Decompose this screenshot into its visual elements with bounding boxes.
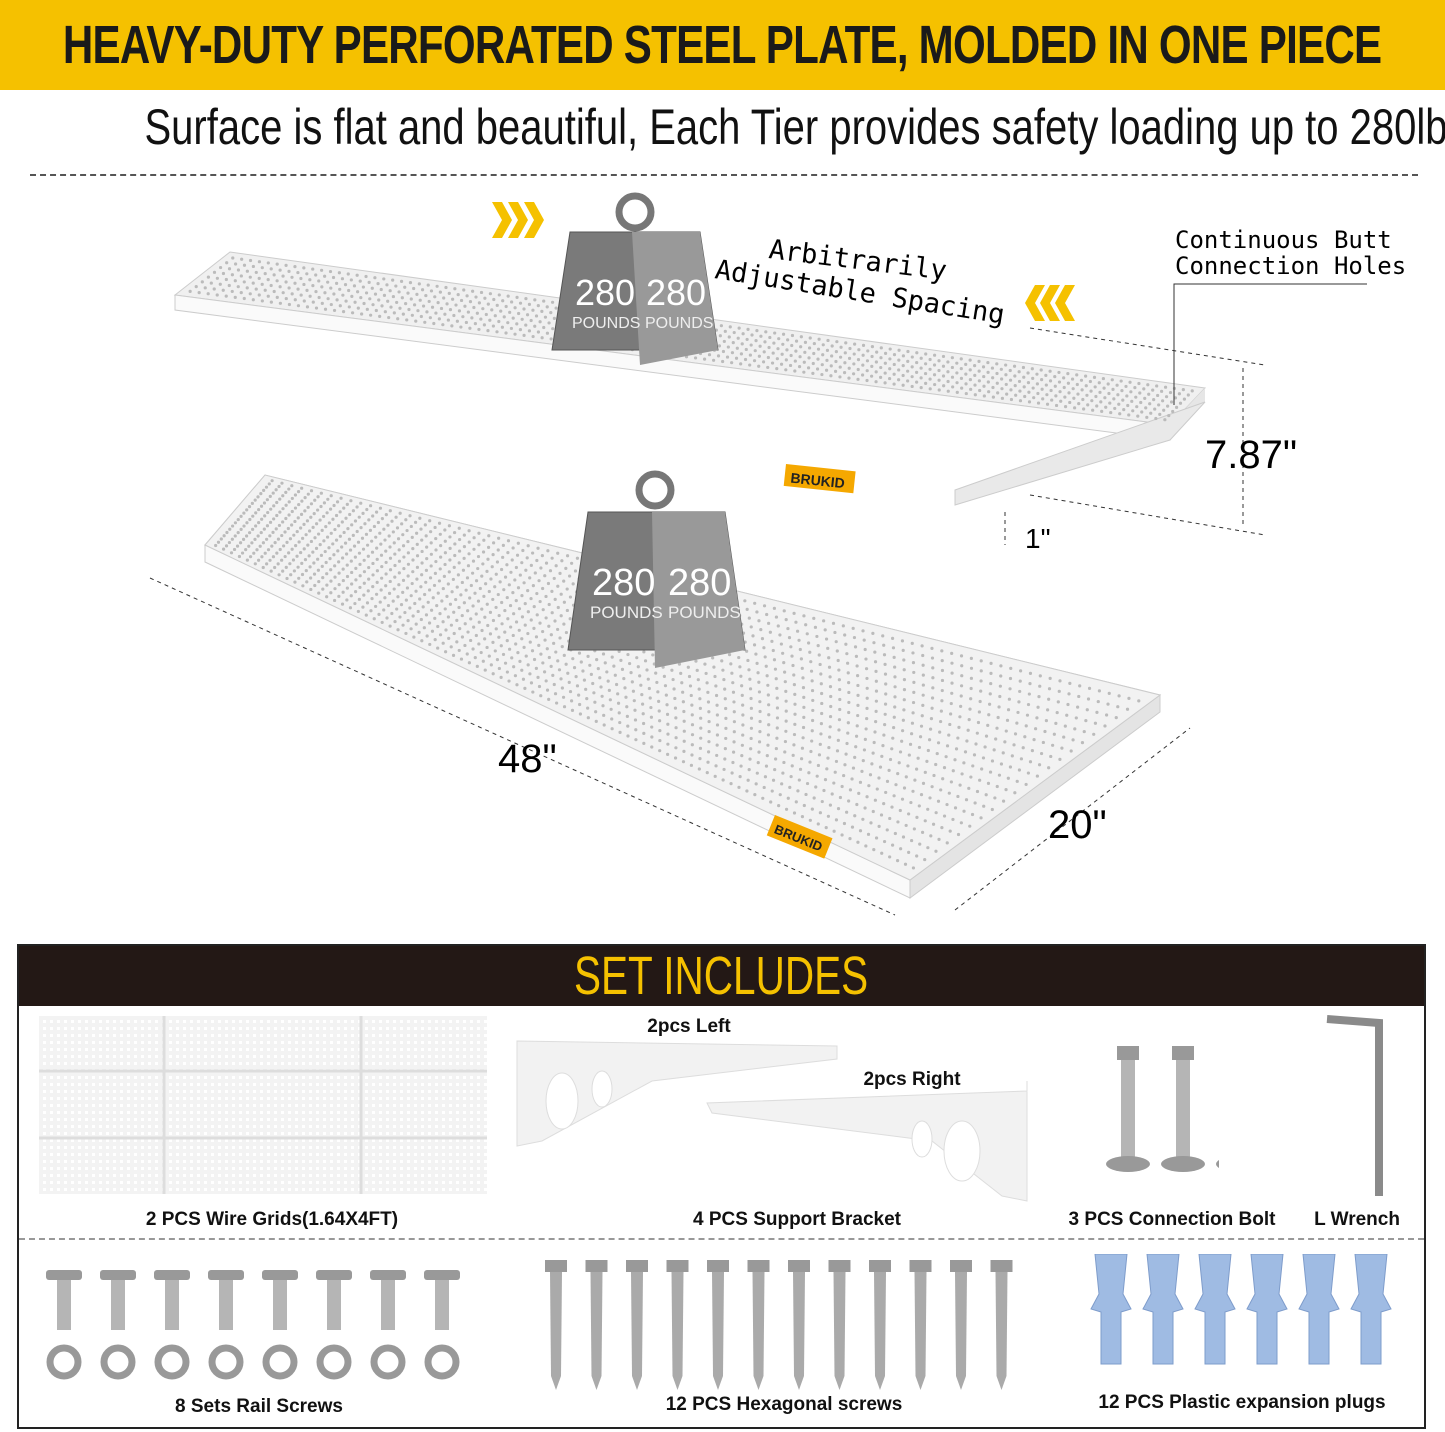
item-label: 2 PCS Wire Grids(1.64X4FT) (145, 1209, 399, 1230)
set-includes-panel: SET INCLUDES 2pcs Left 2pcs Right 2 PCS … (17, 944, 1426, 1429)
weight-unit: POUNDS (645, 315, 713, 332)
brand-label: BRUKID (790, 470, 846, 492)
weight-lower: 280 280 POUNDS POUNDS (567, 470, 746, 668)
item-label: 8 Sets Rail Screws (175, 1396, 343, 1417)
item-label: 12 PCS Hexagonal screws (665, 1394, 903, 1415)
depth-dimension: 20" (1048, 803, 1107, 847)
connection-bolt-image (1106, 1046, 1219, 1172)
weight-value: 280 (592, 562, 655, 604)
thickness-dimension: 1" (1025, 523, 1051, 554)
chevron-right-icon (492, 202, 544, 238)
subtitle: Surface is flat and beautiful, Each Tier… (144, 99, 1445, 155)
divider (30, 174, 1418, 176)
height-dimension: 7.87" (1205, 433, 1297, 477)
expansion-plugs-image (1090, 1254, 1392, 1365)
bracket-right-label: 2pcs Right (863, 1069, 961, 1090)
item-label: 4 PCS Support Bracket (693, 1209, 901, 1230)
weight-upper: 280 280 POUNDS POUNDS (551, 192, 719, 365)
item-label: 3 PCS Connection Bolt (1068, 1209, 1276, 1230)
weight-unit: POUNDS (572, 315, 640, 332)
divider (19, 1238, 1424, 1240)
rail-screws-image (46, 1270, 460, 1380)
set-includes-title: SET INCLUDES (574, 946, 869, 1006)
length-dimension: 48" (498, 737, 557, 781)
bracket-left-label: 2pcs Left (647, 1016, 731, 1037)
wire-grid-image (39, 1016, 487, 1194)
weight-value: 280 (646, 272, 706, 313)
set-includes-header: SET INCLUDES (19, 946, 1424, 1006)
holes-label: Continuous Butt (1175, 226, 1392, 254)
support-bracket-image (516, 1040, 1028, 1202)
weight-unit: POUNDS (590, 603, 663, 622)
item-label: 12 PCS Plastic expansion plugs (1098, 1392, 1386, 1413)
shelf-illustration: BRUKID BRUKID 280 280 POUNDS POUNDS 280 … (149, 192, 1406, 916)
dimension-lines (149, 327, 1266, 916)
l-wrench-image (1326, 1015, 1383, 1196)
holes-label: Connection Holes (1175, 252, 1406, 280)
header-banner: HEAVY-DUTY PERFORATED STEEL PLATE, MOLDE… (0, 0, 1445, 90)
weight-value: 280 (668, 562, 731, 604)
page-title: HEAVY-DUTY PERFORATED STEEL PLATE, MOLDE… (63, 15, 1382, 75)
weight-unit: POUNDS (668, 603, 741, 622)
chevron-left-icon (1025, 285, 1075, 321)
weight-value: 280 (575, 272, 635, 313)
hex-screws-image (545, 1260, 1013, 1390)
item-label: L Wrench (1314, 1209, 1400, 1230)
